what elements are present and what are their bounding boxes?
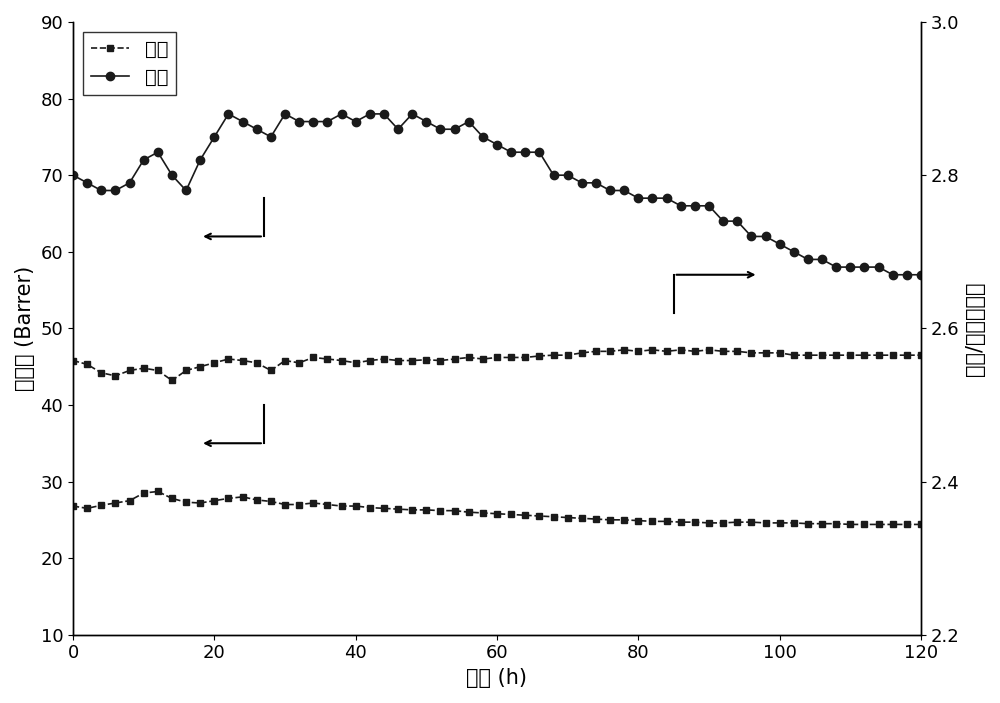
X-axis label: 时间 (h): 时间 (h) xyxy=(466,668,528,688)
Y-axis label: 乙烯/乙烷选择性: 乙烯/乙烷选择性 xyxy=(965,281,985,375)
Y-axis label: 渗透性 (Barrer): 渗透性 (Barrer) xyxy=(15,266,35,391)
Legend: 乙烷, 乙烯: 乙烷, 乙烯 xyxy=(83,32,176,95)
